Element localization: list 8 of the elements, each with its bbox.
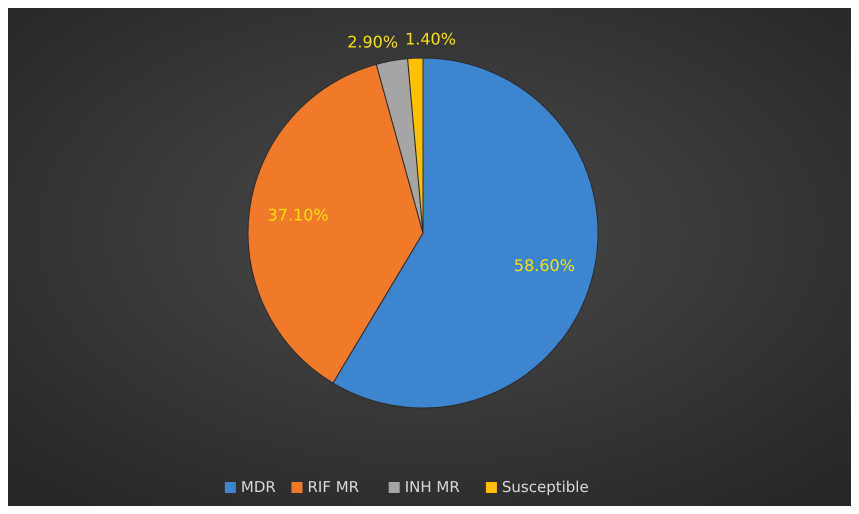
slice-label: MDR	[240, 478, 276, 496]
data-label: 58.60%	[514, 256, 575, 276]
legend-label: RIF MR	[308, 478, 360, 496]
legend-label: Susceptible	[502, 478, 589, 496]
data-label: 1.40%	[405, 30, 456, 49]
legend-label: INH MR	[404, 478, 460, 496]
data-label: 2.90%	[347, 32, 398, 52]
data-label: 37.10%	[268, 205, 329, 224]
